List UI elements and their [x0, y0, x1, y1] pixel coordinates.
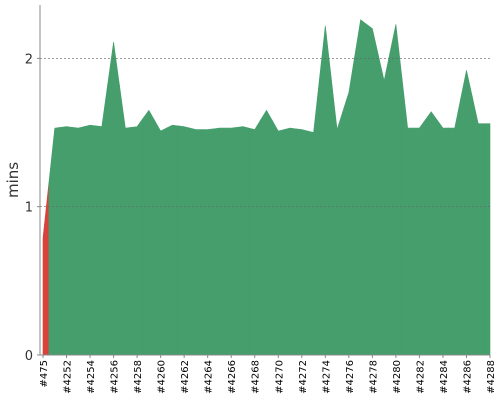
area-segment [460, 70, 473, 356]
x-tick-label: #4264 [204, 360, 215, 394]
area-segment [330, 77, 344, 356]
x-tick-label: #4268 [251, 360, 262, 394]
area-segment [42, 182, 50, 356]
x-tick-label: #4262 [180, 360, 191, 394]
area-segment [448, 99, 461, 356]
area-segment [154, 119, 167, 356]
x-tick-label: #4272 [298, 360, 309, 394]
y-axis-label: mins [4, 162, 22, 198]
area-segment [483, 123, 491, 356]
x-tick-label: #4282 [415, 360, 426, 394]
area-segment [436, 119, 450, 356]
area-segment [366, 23, 379, 356]
x-tick-label: #4254 [86, 360, 97, 394]
area-segment [354, 19, 367, 356]
area-segment [142, 109, 156, 356]
x-tick-label: #4258 [133, 360, 144, 394]
x-tick-label: #4288 [486, 360, 497, 394]
area-segment [95, 84, 108, 356]
x-tick-label: #4278 [368, 360, 379, 394]
area-segment [401, 76, 414, 356]
area-segment [319, 25, 332, 356]
area-segment [283, 127, 297, 356]
area-segment [377, 52, 391, 356]
y-tick-label: 1 [25, 201, 33, 216]
area-segment [389, 24, 403, 356]
area-segment [295, 128, 308, 356]
area-segment [260, 109, 273, 356]
area-segment [248, 118, 261, 356]
x-tick-label: #4284 [439, 360, 450, 394]
area-segment [413, 119, 426, 356]
area-segment [213, 127, 226, 356]
area-segment [307, 79, 320, 356]
area-segment [72, 126, 85, 356]
area-segment [189, 127, 203, 356]
area-segment [272, 119, 285, 356]
area-segment [201, 128, 214, 356]
area-segment [48, 127, 61, 356]
x-tick-label: #4286 [462, 360, 473, 394]
area-segment [425, 111, 438, 356]
x-tick-label: #4256 [110, 360, 121, 394]
area-segment [472, 96, 485, 356]
x-tick-label: #4266 [227, 360, 238, 394]
area-segment [225, 127, 238, 356]
x-tick-label: #4252 [63, 360, 74, 394]
area-segment [236, 126, 250, 356]
area-segment [130, 117, 144, 356]
y-tick-label: 0 [25, 349, 33, 364]
x-tick-label: #4276 [345, 360, 356, 394]
area-segment [107, 42, 120, 356]
x-tick-label: #4280 [392, 360, 403, 394]
x-tick-label: #475 [39, 360, 50, 387]
area-segment [60, 126, 73, 356]
x-tick-label: #4274 [321, 360, 332, 394]
area-segment [177, 125, 191, 356]
area-segment [83, 124, 97, 356]
area-segment [166, 124, 179, 356]
area-segment [342, 56, 356, 356]
x-tick-label: #4270 [274, 360, 285, 394]
y-tick-label: 2 [25, 52, 33, 67]
area-segment [119, 85, 132, 356]
x-tick-label: #4260 [157, 360, 168, 394]
